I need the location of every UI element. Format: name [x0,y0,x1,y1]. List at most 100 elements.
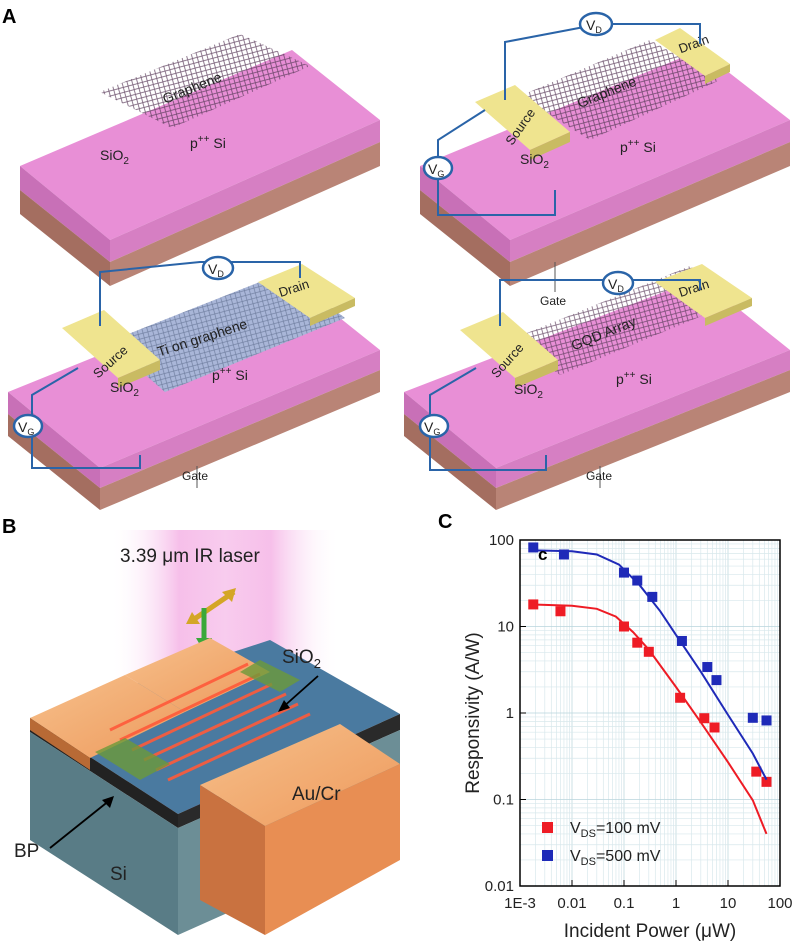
panel-b-oxide-label: SiO2 [282,647,321,671]
contact-left-extension [125,638,270,712]
contact-left-top [30,675,185,758]
bp-label: BP [14,841,39,862]
device-2-vg-wire [437,109,556,216]
device-3-substrate-label: p++ Si [212,366,248,383]
chart-point-series-1 [761,715,772,726]
device-3-drain-side [310,298,355,326]
chart-point-series-1 [711,675,722,686]
legend-swatch-500mv [542,850,553,861]
device-2-drain-pad [655,28,730,76]
legend-label-500mv: VDS=500 mV [570,848,661,868]
panel-a-letter: A [2,6,17,28]
device-1-oxide-top [20,50,380,240]
device-1-si-left [20,190,110,286]
device-4-oxide-label: SiO2 [514,381,543,401]
device-4-substrate-label: p++ Si [616,370,652,387]
chart-point-series-0 [709,722,720,733]
device-3-drain-pad [258,264,355,318]
device-4-si-right [496,370,790,510]
device-1-oxide-front-left [20,166,110,262]
chart-point-series-0 [632,637,643,648]
device-2-graphene-sheet [520,40,720,140]
device-4-drain-side [705,298,752,326]
chart-point-series-0 [675,692,686,703]
panel-c-letter: C [438,511,453,533]
polarization-arrow-head [222,588,236,602]
device-2-oxide-front-right [510,120,790,262]
device-4-gate-label: Gate [586,469,612,483]
contact-left-side [30,718,90,770]
device-2-source-pad [475,85,570,150]
chart-grid [519,540,780,887]
chart-xtick-label: 10 [720,895,737,912]
panel-b-si-left [30,732,178,935]
bp-pointer-head [102,796,114,808]
device-3-vg-meter [12,413,44,439]
device-4-vd-label: VD [608,276,624,294]
chart-point-series-1 [676,635,687,646]
chart-point-series-0 [761,776,772,787]
chart-legend: VDS=100 mV VDS=500 mV [542,820,661,868]
chart-series [528,542,772,835]
device-3-oxide-label: SiO2 [110,379,139,399]
device-1-oxide-label: SiO2 [100,147,129,167]
device-2-vg-meter [422,155,454,181]
device-2-vd-label: VD [586,17,602,35]
contact-right-side [200,785,265,935]
chart-xlabel: Incident Power (μW) [564,921,737,942]
device-4-source-pad [460,312,558,378]
device-3-vg-label: VG [18,419,34,437]
device-4-vg-meter [418,413,450,439]
device-4: Source Drain GQD Array VD VG Gate SiO2 p… [404,264,790,510]
device-2-substrate-label: p++ Si [620,138,656,155]
legend-label-100mv: VDS=100 mV [570,820,661,840]
chart-point-series-1 [528,542,539,553]
chart-point-series-0 [555,606,566,617]
chart-ytick-label: 0.01 [485,878,514,895]
chart-ylabel: Responsivity (A/W) [463,632,484,794]
device-2-oxide-label: SiO2 [520,151,549,171]
device-3-vd-label: VD [208,261,224,279]
contact-label: Au/Cr [292,784,341,805]
device-2-gate-label: Gate [540,294,566,308]
contact-right-front [265,764,400,935]
bp-flake [95,738,170,780]
chart-point-series-0 [643,646,654,657]
device-2: Source Drain Graphene VD VG Gate SiO2 p+… [420,11,790,308]
chart-point-series-1 [747,712,758,723]
electrode-fingers [109,662,311,782]
chart-xtick-label: 100 [767,895,792,912]
oxide-pointer-head [278,700,290,712]
device-4-drain-pad [655,264,752,318]
chart-point-series-1 [558,549,569,560]
device-3-vg-wire [31,367,141,469]
laser-label: 3.39 μm IR laser [120,546,260,567]
device-1: Graphene SiO2 p++ Si [20,34,380,286]
device-2-drain-side [705,64,730,84]
device-4-vd-meter [601,270,635,296]
device-2-vg-label: VG [428,161,444,179]
chart-ytick-label: 1 [506,705,514,722]
chart-xtick-label: 0.01 [557,895,586,912]
panel-b-letter: B [2,516,17,538]
bp-flake-upper [240,660,300,692]
chart-fit-line-series-1 [529,549,768,781]
chart-point-series-0 [699,713,710,724]
device-3-ti-mesh [108,272,345,392]
polarization-arrow [188,589,236,625]
device-4-oxide-top [404,278,790,468]
device-3-source-pad [62,310,160,378]
chart-xtick-label: 1E-3 [504,895,536,912]
device-2-source-side [530,132,570,160]
si-label: Si [110,864,127,885]
oxide-pointer [281,675,319,709]
chart-xtick-label: 1 [672,895,680,912]
device-1-graphene-sheet [100,34,310,128]
panel-b: 3.39 μm IR laser SiO2 [14,530,400,935]
device-3: Source Drain Ti on graphene VD VG Gate S… [8,255,380,510]
chart-point-series-0 [528,599,539,610]
device-3-gate-label: Gate [182,469,208,483]
